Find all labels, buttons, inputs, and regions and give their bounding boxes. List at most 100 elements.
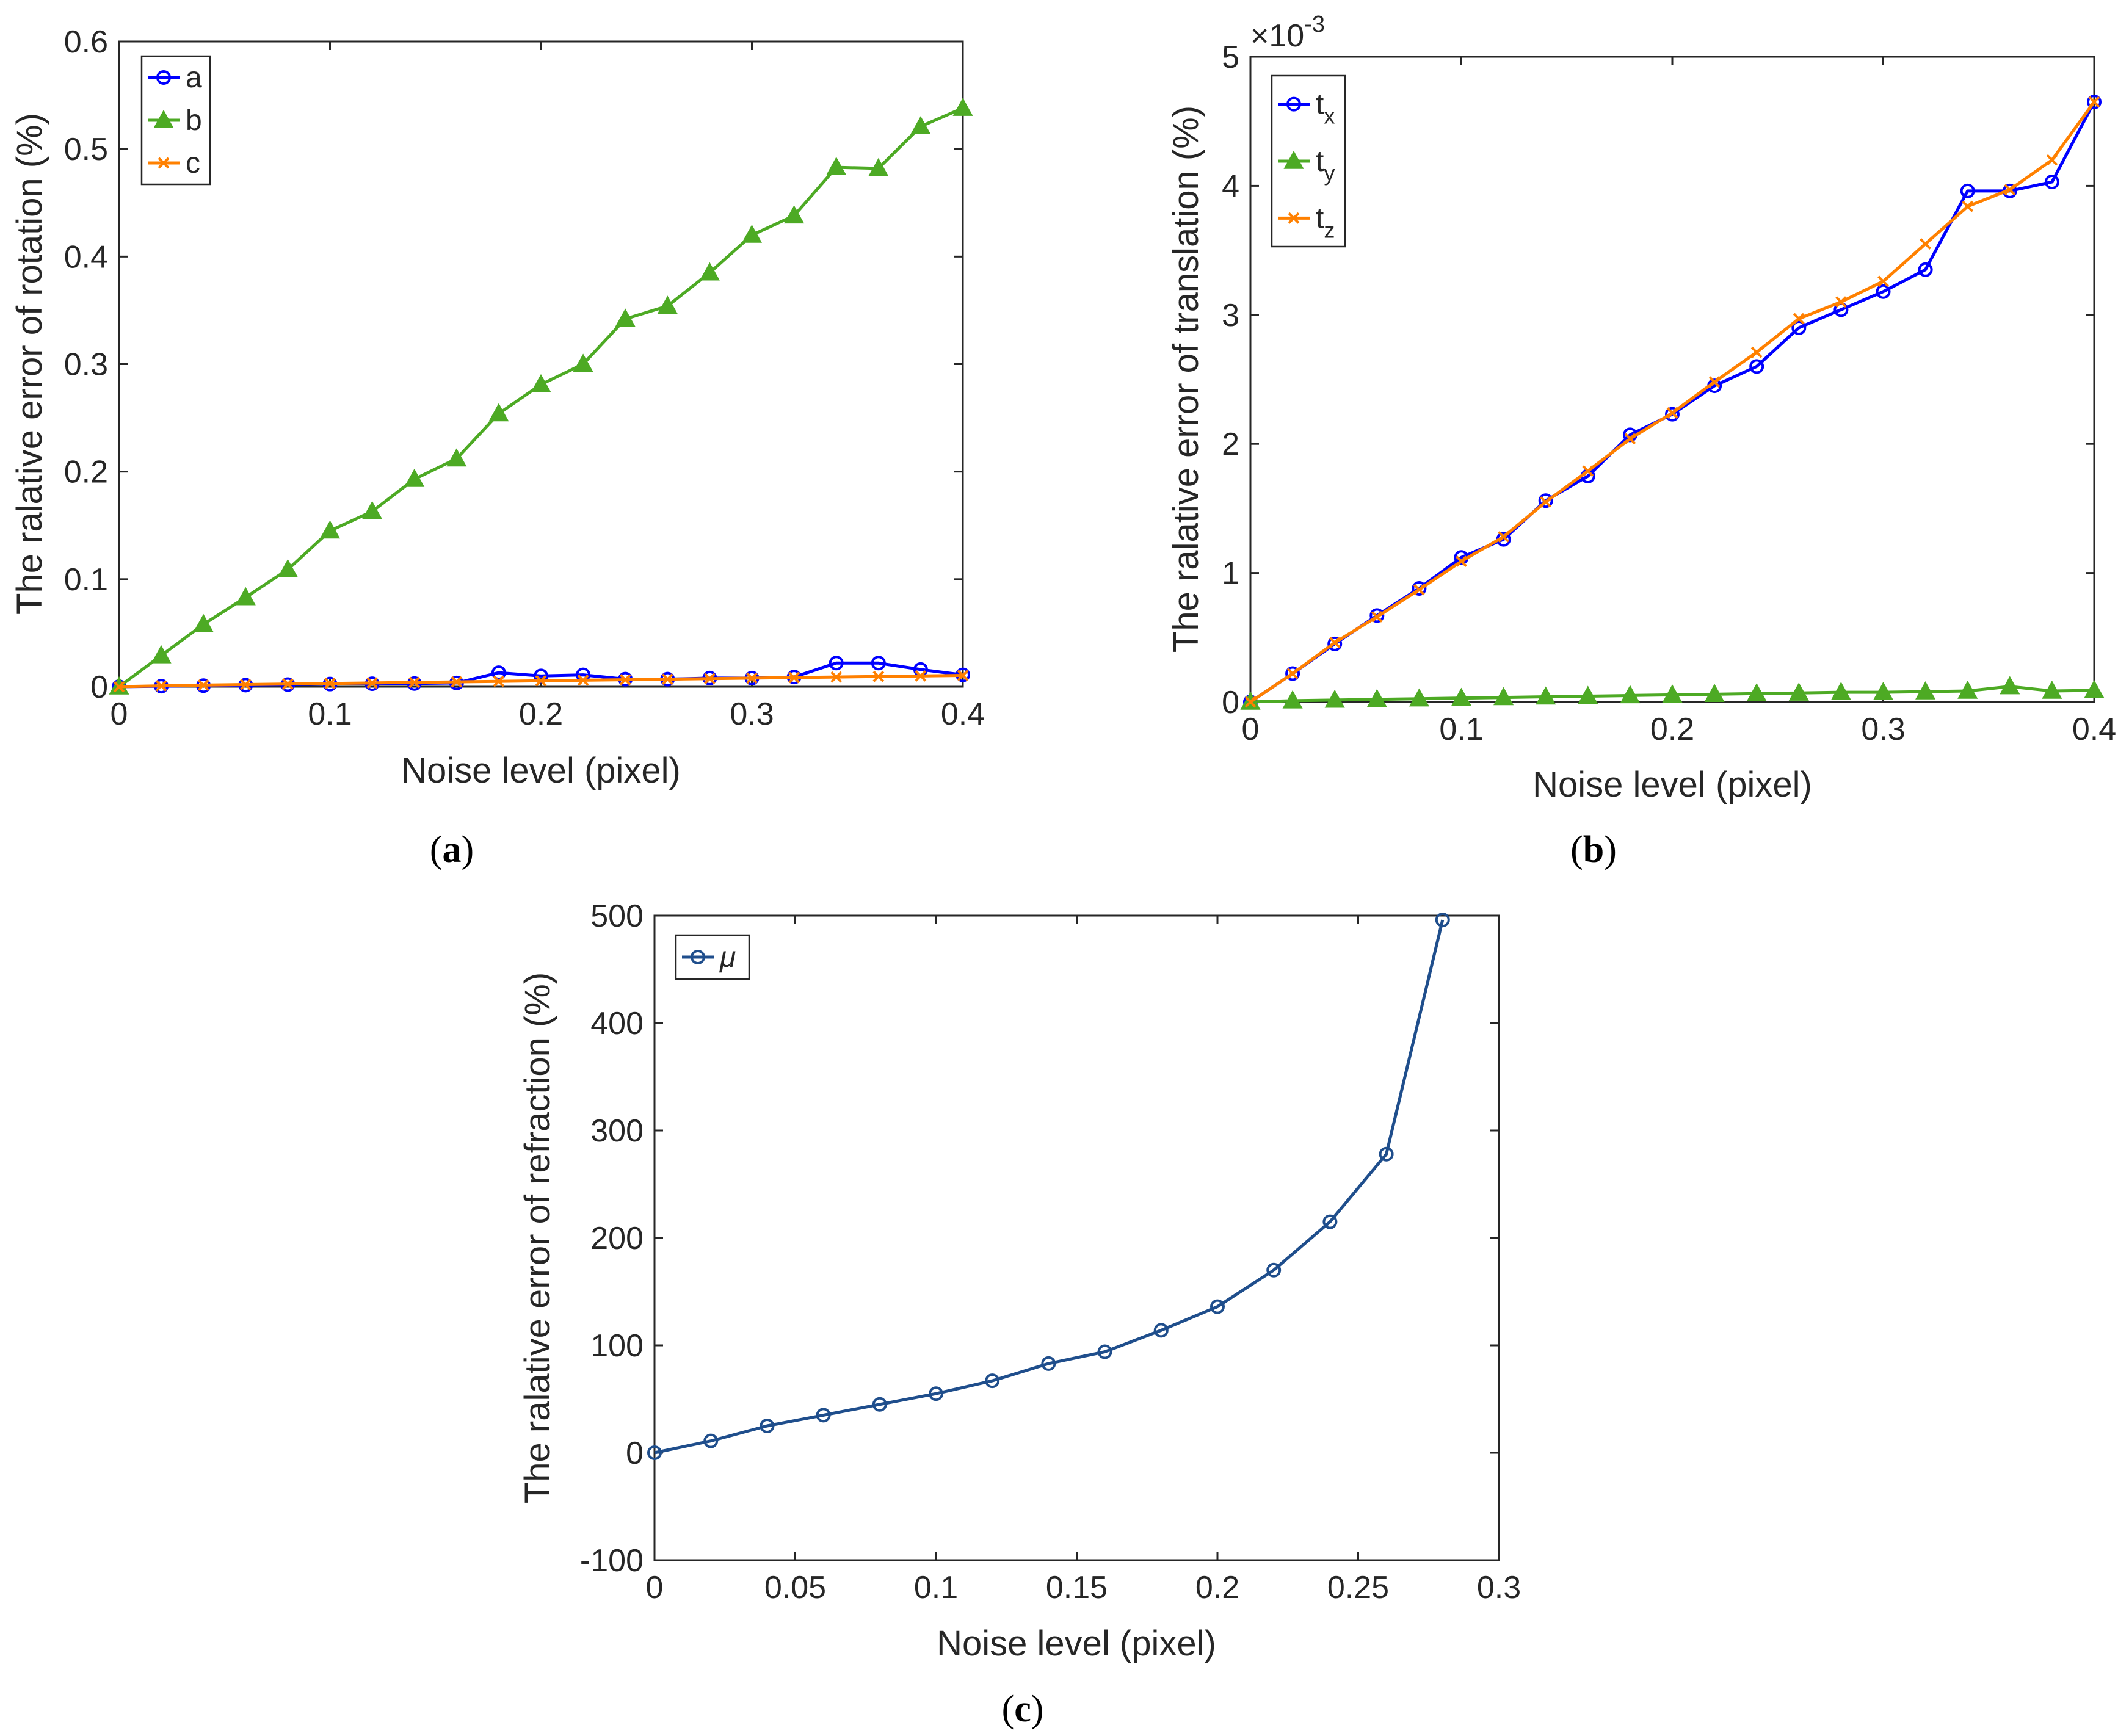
data-point-a-1-15: [741, 225, 763, 243]
y-tick-label-c-1: 0: [626, 1436, 644, 1471]
x-tick-label-a-3: 0.3: [730, 696, 774, 732]
data-point-b-0-2: [1327, 636, 1343, 651]
legend-label-a-2: c: [186, 147, 200, 179]
data-point-b-0-4: [1412, 580, 1427, 596]
y-tick-label-a-6: 0.6: [64, 24, 108, 60]
data-point-a-0-17: [829, 656, 844, 671]
y-axis-label-b: The ralative error of translation (%): [1166, 106, 1206, 653]
data-point-b-2-1: [1286, 668, 1299, 679]
data-point-a-2-4: [281, 678, 294, 690]
data-point-a-2-8: [451, 676, 463, 688]
data-point-a-2-5: [324, 678, 336, 690]
data-point-a-1-12: [615, 308, 636, 327]
exponent-base: ×10: [1250, 18, 1304, 54]
data-point-b-2-14: [1835, 296, 1847, 308]
exponent-power: -3: [1304, 12, 1325, 37]
data-point-a-2-11: [577, 675, 589, 686]
data-point-b-1-11: [1704, 684, 1725, 703]
data-point-b-0-15: [1876, 284, 1891, 299]
x-tick-label-b-4: 0.4: [2072, 712, 2116, 747]
panel-label-a-letter: a: [443, 829, 462, 870]
data-point-b-2-4: [1413, 584, 1425, 596]
data-point-b-1-14: [1830, 682, 1851, 700]
data-point-b-2-12: [1750, 346, 1763, 358]
data-point-c-0-9: [1153, 1323, 1169, 1338]
chart-c: 0 0.05 0.1 0.15 0.2 0.25 0.3-10001002003004005…: [518, 899, 1521, 1730]
series-b-1: [1240, 676, 2105, 710]
data-point-a-2-2: [197, 679, 209, 691]
series-line-c-0: [654, 919, 1445, 1455]
data-point-a-2-0: [113, 681, 125, 693]
data-point-c-0-8: [1097, 1344, 1112, 1359]
x-tick-label-c-6: 0.3: [1477, 1570, 1521, 1605]
data-point-c-0-3: [816, 1408, 831, 1423]
data-point-b-2-2: [1329, 637, 1341, 649]
data-point-b-0-17: [1960, 183, 1975, 198]
panel-label-a: (a): [430, 829, 474, 870]
data-point-c-0-10: [1210, 1299, 1225, 1314]
y-tick-label-c-2: 100: [590, 1328, 644, 1364]
y-tick-label-b-2: 2: [1222, 427, 1239, 462]
data-point-b-0-12: [1749, 359, 1764, 374]
data-point-b-1-4: [1409, 688, 1429, 707]
data-point-b-1-5: [1451, 687, 1472, 706]
data-point-b-1-1: [1282, 690, 1303, 709]
data-point-c-0-0: [647, 1445, 662, 1460]
data-point-b-2-9: [1624, 433, 1636, 445]
legend-marker-b-0: [1286, 96, 1301, 112]
y-tick-label-a-0: 0: [90, 670, 108, 705]
legend-marker-b-1: [1283, 150, 1304, 169]
data-point-a-2-16: [788, 671, 800, 684]
y-tick-label-a-5: 0.5: [64, 132, 108, 167]
data-point-b-2-10: [1666, 407, 1678, 419]
x-tick-label-b-0: 0: [1242, 712, 1260, 747]
x-tick-label-c-2: 0.1: [914, 1570, 958, 1605]
data-point-b-2-5: [1456, 555, 1467, 567]
legend-marker-a-0: [156, 70, 171, 85]
data-point-b-2-8: [1582, 465, 1594, 477]
data-point-b-0-3: [1369, 608, 1385, 623]
y-tick-label-a-3: 0.3: [64, 347, 108, 383]
data-point-a-0-9: [491, 665, 506, 681]
data-point-a-2-1: [155, 680, 167, 692]
x-tick-label-c-0: 0: [646, 1570, 664, 1605]
y-axis-label-c: The ralative error of refraction (%): [518, 972, 557, 1503]
data-point-a-1-19: [910, 116, 931, 134]
data-point-b-2-13: [1793, 313, 1805, 325]
y-tick-label-a-2: 0.2: [64, 455, 108, 490]
x-axis-label-c: Noise level (pixel): [937, 1624, 1216, 1663]
data-point-c-0-12: [1322, 1214, 1338, 1229]
axes-box-c: [653, 914, 1500, 1561]
y-tick-label-b-3: 3: [1222, 298, 1239, 333]
data-point-a-1-14: [699, 262, 720, 281]
data-point-b-2-0: [1244, 696, 1257, 708]
data-point-b-0-20: [2087, 94, 2102, 109]
data-point-c-0-2: [760, 1419, 775, 1433]
data-point-b-1-2: [1324, 689, 1345, 708]
data-point-b-0-10: [1665, 407, 1680, 422]
legend-label-c-0: μ: [719, 941, 736, 974]
series-c-0: [647, 913, 1450, 1460]
data-point-b-1-9: [1620, 685, 1641, 704]
legend-marker-a-1: [153, 109, 174, 128]
y-tick-label-c-0: -100: [580, 1543, 644, 1579]
data-point-a-1-11: [573, 353, 593, 372]
y-tick-label-c-3: 200: [590, 1221, 644, 1256]
data-point-a-0-18: [871, 656, 886, 671]
data-point-c-0-11: [1266, 1262, 1282, 1278]
data-point-b-2-3: [1371, 611, 1383, 623]
data-point-a-1-9: [488, 403, 509, 422]
data-point-b-2-16: [1920, 238, 1932, 250]
data-point-a-1-8: [446, 448, 467, 467]
y-tick-label-c-5: 400: [590, 1006, 644, 1041]
data-point-a-1-5: [319, 520, 341, 539]
data-point-a-1-17: [826, 157, 847, 175]
y-tick-label-b-0: 0: [1222, 685, 1239, 720]
data-point-a-2-20: [957, 670, 969, 681]
data-point-b-2-17: [1962, 200, 1974, 212]
data-point-b-2-20: [2088, 96, 2100, 108]
panel-label-c: (c): [1002, 1688, 1044, 1730]
legend-marker-c-0: [691, 950, 705, 964]
